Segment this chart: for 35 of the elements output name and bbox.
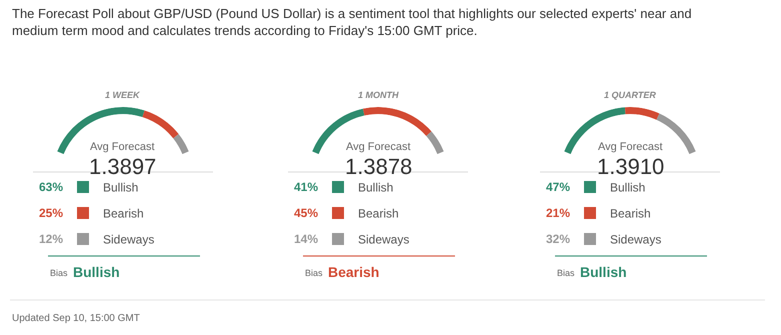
chart-title: 1 MONTH <box>358 90 399 100</box>
legend-label: Bullish <box>103 180 138 195</box>
data-label: 14% <box>294 232 318 246</box>
text: Avg Forecast <box>90 141 155 153</box>
text: Updated Sep 10, 15:00 GMT <box>12 313 140 324</box>
legend-label: Sideways <box>610 232 662 247</box>
text: Bullish <box>580 264 627 280</box>
text: Bias <box>305 268 324 278</box>
text: Avg Forecast <box>346 141 411 153</box>
text: 1.3878 <box>345 154 412 179</box>
text: The Forecast Poll about GBP/USD (Pound US Dollar) is a sentiment tool that highlights our selected experts' near and medium term mood and calculates trends according to Friday's 15:00 GMT price. <box>12 6 692 38</box>
data-label: 21% <box>546 206 570 220</box>
data-label: 41% <box>294 180 318 194</box>
text: Bullish <box>73 264 120 280</box>
text: 1.3897 <box>89 154 156 179</box>
legend-label: Bearish <box>610 206 651 221</box>
data-label: 32% <box>546 232 570 246</box>
text: Avg Forecast <box>598 141 663 153</box>
legend-label: Sideways <box>358 232 410 247</box>
data-label: 12% <box>39 232 64 246</box>
legend-label: Bearish <box>103 206 144 221</box>
legend-label: Bearish <box>358 206 399 221</box>
text: Bias <box>557 268 576 278</box>
legend-label: Sideways <box>103 232 154 247</box>
data-label: 63% <box>39 180 64 194</box>
data-label: 45% <box>294 206 318 220</box>
data-label: 47% <box>546 180 570 194</box>
text: Bearish <box>328 264 380 280</box>
data-label: 25% <box>39 206 64 220</box>
text: Bias <box>50 268 68 278</box>
legend-label: Bullish <box>358 180 394 195</box>
text: 1.3910 <box>597 154 664 179</box>
chart-title: 1 WEEK <box>105 90 142 100</box>
legend-label: Bullish <box>610 180 646 195</box>
chart-title: 1 QUARTER <box>604 90 656 100</box>
